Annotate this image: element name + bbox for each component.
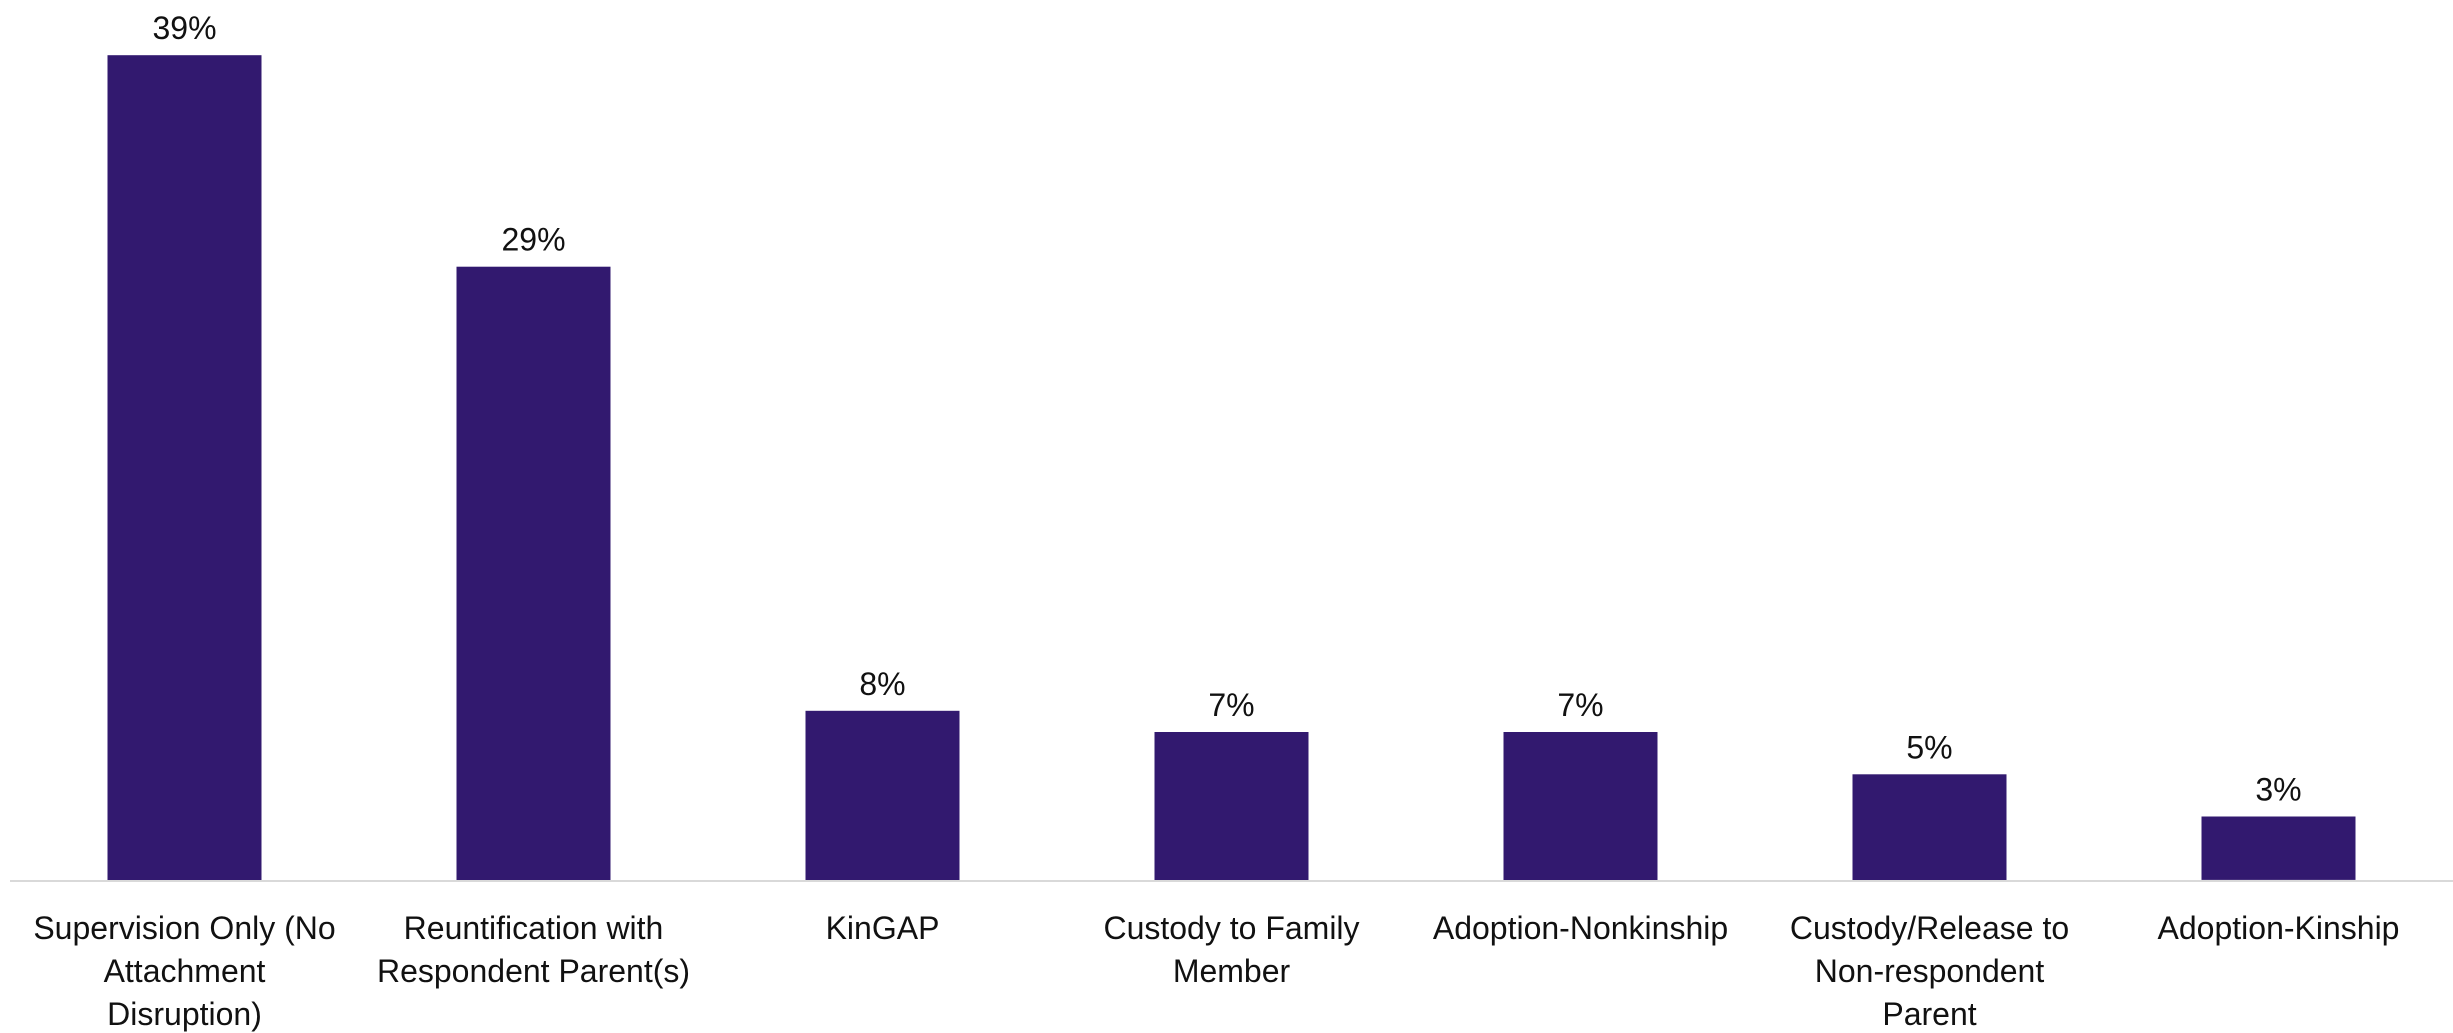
- tick-label-3: Custody to Family Member: [1103, 910, 1359, 989]
- tick-label-2: KinGAP: [826, 910, 940, 946]
- tick-label-5: Custody/Release to Non-respondent Parent: [1790, 910, 2069, 1032]
- data-label-5: 5%: [1906, 729, 1952, 765]
- tick-label-1: Reuntification with Respondent Parent(s): [377, 910, 690, 989]
- data-label-2: 8%: [859, 666, 905, 702]
- data-label-4: 7%: [1557, 687, 1603, 723]
- bar-5: [1852, 774, 2007, 881]
- data-label-0: 39%: [152, 10, 216, 46]
- tick-label-5-line-0: Custody/Release to: [1790, 910, 2069, 946]
- tick-label-5-line-2: Parent: [1882, 996, 1976, 1032]
- tick-label-1-line-0: Reuntification with: [404, 910, 664, 946]
- tick-label-6: Adoption-Kinship: [2158, 910, 2400, 946]
- tick-label-2-line-0: KinGAP: [826, 910, 940, 946]
- data-label-3: 7%: [1208, 687, 1254, 723]
- tick-label-0-line-1: Attachment: [104, 953, 266, 989]
- tick-label-1-line-1: Respondent Parent(s): [377, 953, 690, 989]
- bar-3: [1154, 732, 1309, 880]
- bar-0: [107, 55, 262, 880]
- bar-4: [1503, 732, 1658, 880]
- tick-label-3-line-1: Member: [1173, 953, 1291, 989]
- tick-label-5-line-1: Non-respondent: [1815, 953, 2045, 989]
- data-label-6: 3%: [2255, 772, 2301, 808]
- tick-label-0-line-2: Disruption): [107, 996, 262, 1032]
- tick-label-0: Supervision Only (No Attachment Disruption…: [33, 910, 335, 1032]
- tick-label-3-line-0: Custody to Family: [1103, 910, 1359, 946]
- bars-group: [107, 55, 2356, 881]
- tick-label-4-line-0: Adoption-Nonkinship: [1433, 910, 1728, 946]
- tick-label-4: Adoption-Nonkinship: [1433, 910, 1728, 946]
- bar-6: [2201, 816, 2356, 880]
- value-labels-group: 39% 29% 8% 7% 7% 5% 3%: [152, 10, 2301, 807]
- tick-label-0-line-0: Supervision Only (No: [33, 910, 335, 946]
- data-label-1: 29%: [501, 222, 565, 258]
- tick-label-6-line-0: Adoption-Kinship: [2158, 910, 2400, 946]
- bar-2: [805, 710, 960, 880]
- category-labels-group: Supervision Only (No Attachment Disruption…: [33, 910, 2399, 1032]
- bar-1: [456, 266, 611, 880]
